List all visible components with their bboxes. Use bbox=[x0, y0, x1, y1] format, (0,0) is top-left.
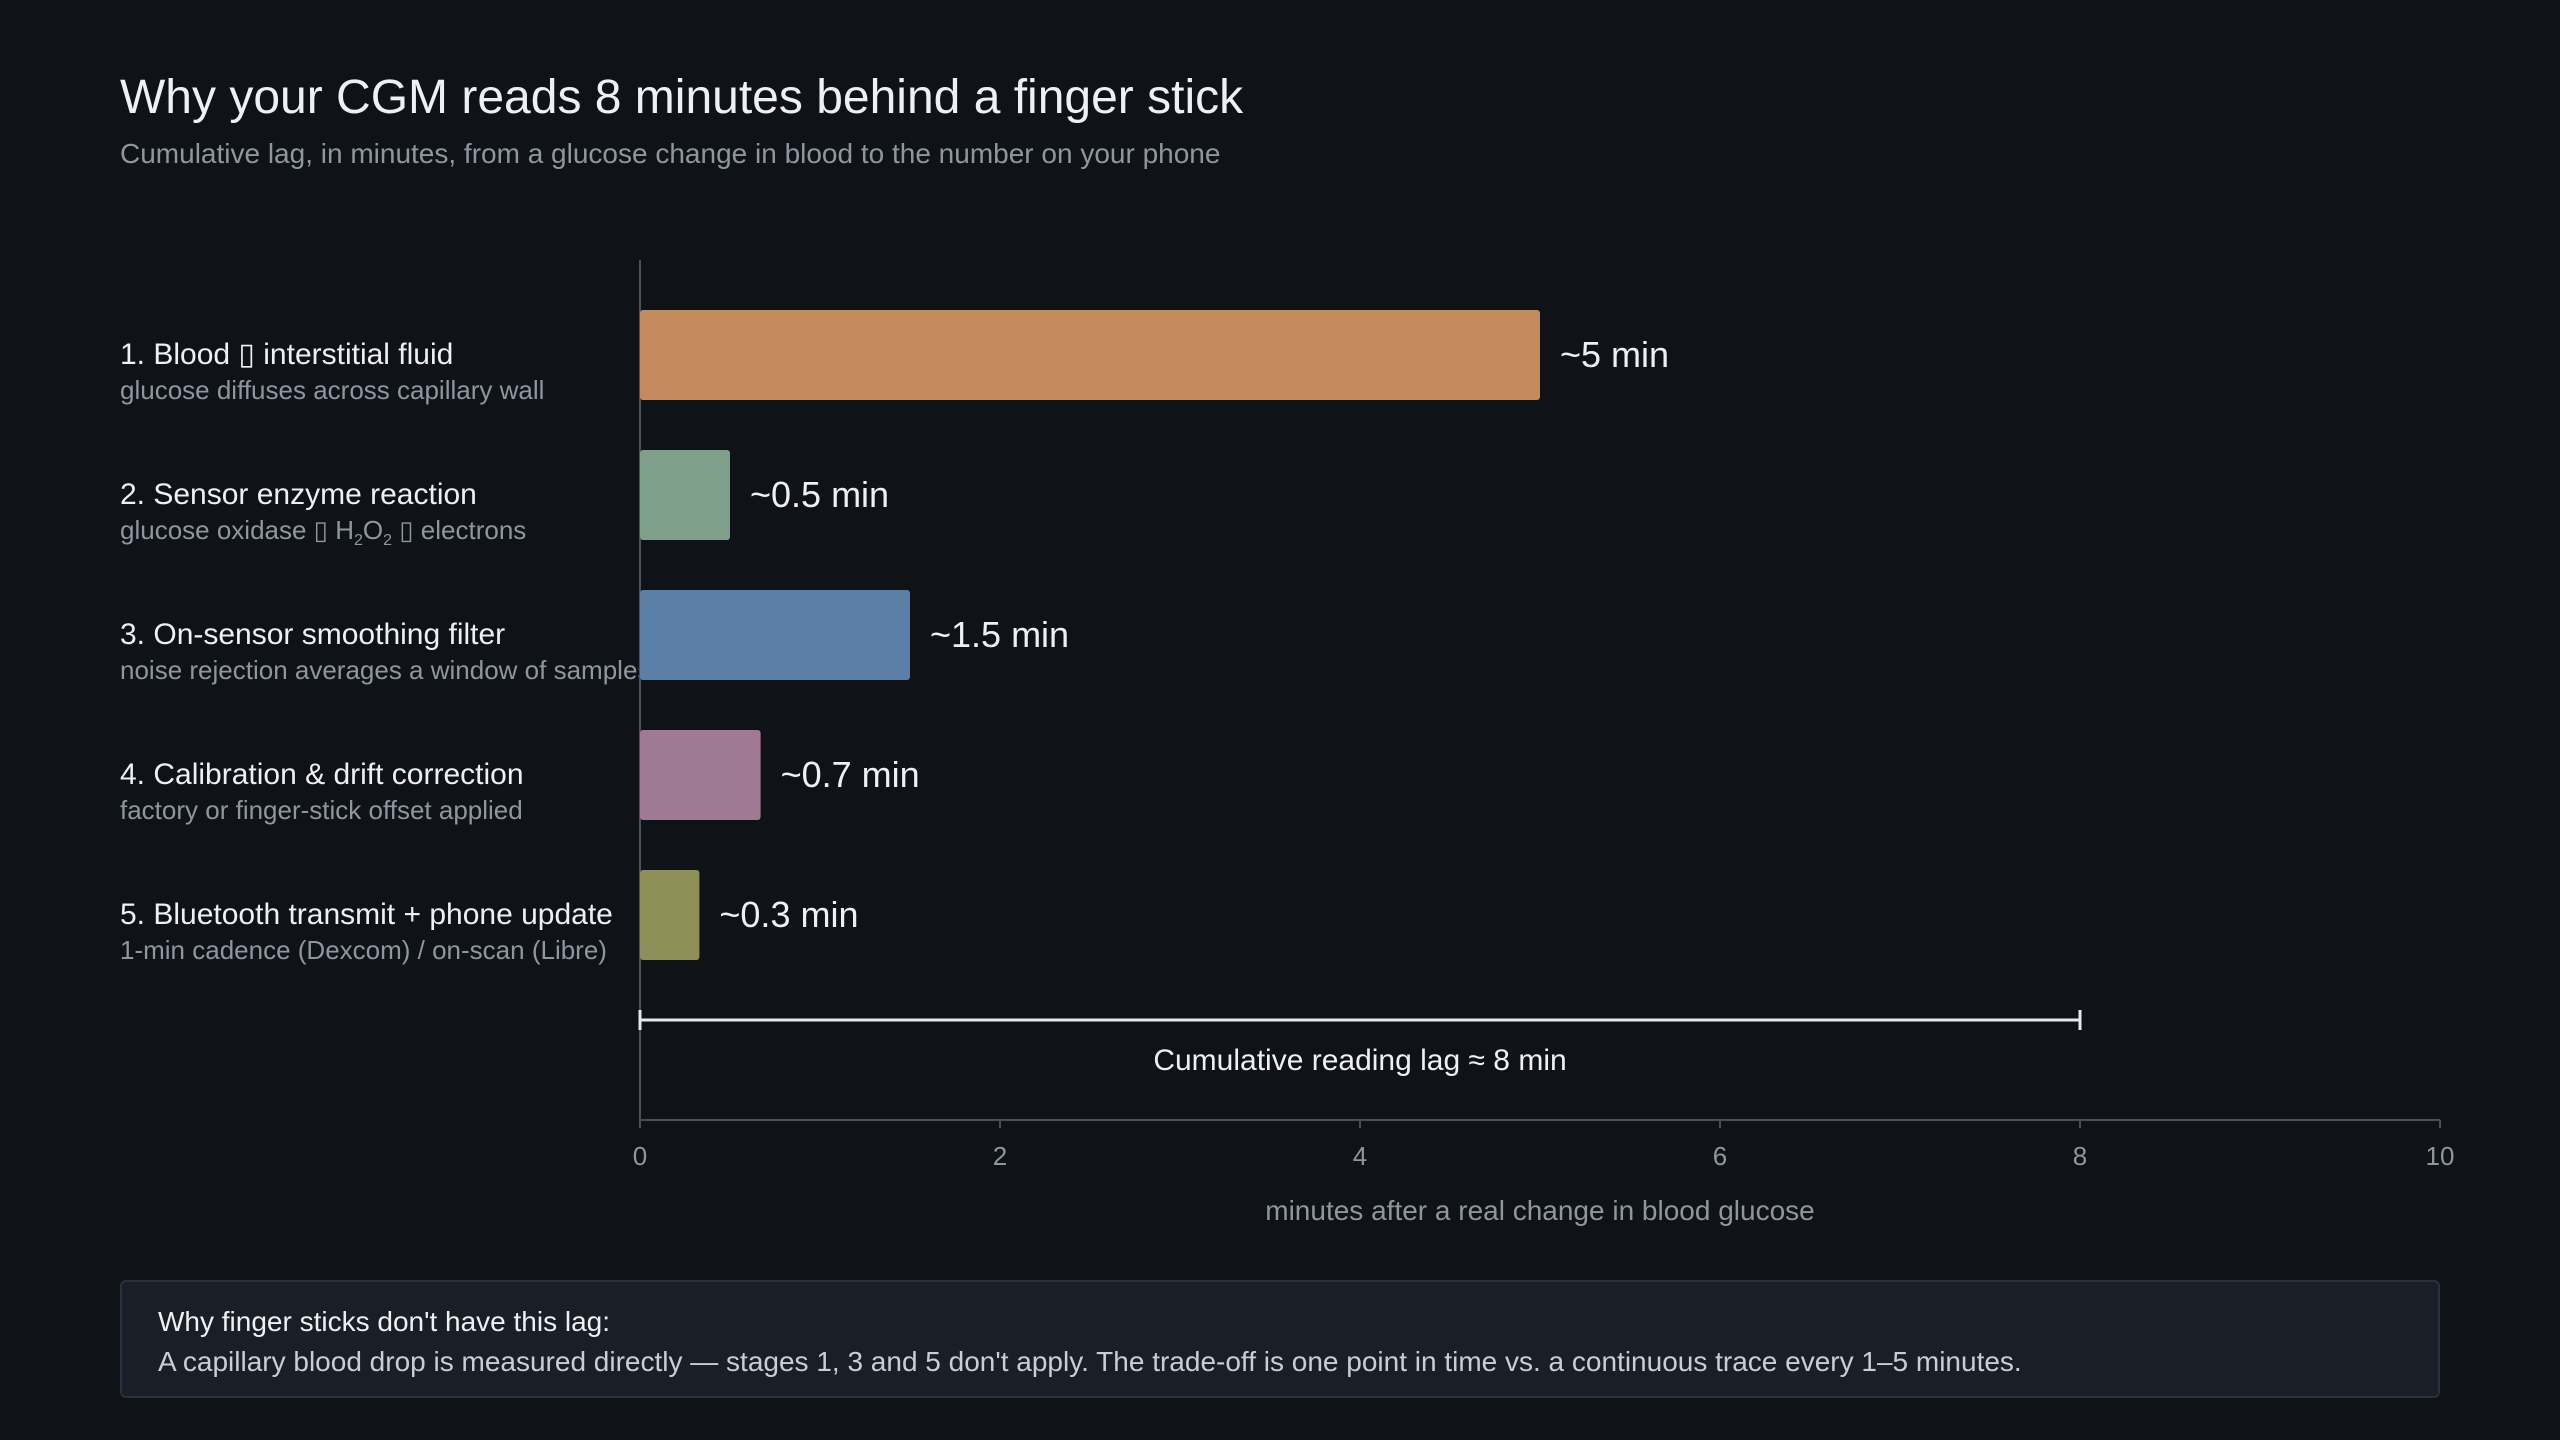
x-tick-label: 6 bbox=[1713, 1141, 1727, 1171]
x-tick-label: 10 bbox=[2426, 1141, 2455, 1171]
bar bbox=[640, 730, 761, 820]
stage-description: glucose diffuses across capillary wall bbox=[120, 375, 545, 405]
stage-name: 2. Sensor enzyme reaction bbox=[120, 478, 477, 511]
bar bbox=[640, 310, 1540, 400]
note-box: Why finger sticks don't have this lag: A… bbox=[120, 1280, 2440, 1398]
note-text: A capillary blood drop is measured direc… bbox=[158, 1346, 2022, 1377]
chart-subtitle: Cumulative lag, in minutes, from a gluco… bbox=[120, 138, 1221, 169]
x-tick-label: 0 bbox=[633, 1141, 647, 1171]
x-tick-label: 8 bbox=[2073, 1141, 2087, 1171]
x-tick-label: 2 bbox=[993, 1141, 1007, 1171]
bar-value-label: ~0.7 min bbox=[781, 754, 920, 795]
stage-label-1: 1. Blood ▯ interstitial fluid glucose di… bbox=[120, 337, 544, 407]
bar-value-label: ~0.3 min bbox=[719, 894, 858, 935]
bar bbox=[640, 590, 910, 680]
stage-name: 1. Blood ▯ interstitial fluid bbox=[120, 338, 454, 371]
chart-title: Why your CGM reads 8 minutes behind a fi… bbox=[120, 71, 1244, 124]
stage-label-3: 3. On-sensor smoothing filter noise reje… bbox=[120, 617, 650, 687]
stage-description: noise rejection averages a window of sam… bbox=[120, 655, 651, 685]
stage-name: 4. Calibration & drift correction bbox=[120, 758, 524, 791]
stage-name: 5. Bluetooth transmit + phone update bbox=[120, 898, 613, 931]
bar-chart: 0 2 4 6 8 10 minutes after a real change in bl… bbox=[633, 260, 2455, 1226]
cumulative-lag-label: Cumulative reading lag ≈ 8 min bbox=[1153, 1044, 1566, 1077]
stage-description: factory or finger-stick offset applied bbox=[120, 795, 523, 825]
bar-value-label: ~0.5 min bbox=[750, 474, 889, 515]
bar bbox=[640, 450, 730, 540]
stage-description: glucose oxidase ▯ H2O2 ▯ electrons bbox=[120, 515, 527, 549]
stage-name: 3. On-sensor smoothing filter bbox=[120, 618, 506, 651]
bar-value-label: ~5 min bbox=[1560, 334, 1669, 375]
stage-label-5: 5. Bluetooth transmit + phone update 1-m… bbox=[120, 897, 613, 967]
stage-label-4: 4. Calibration & drift correction factor… bbox=[120, 757, 524, 827]
x-tick-label: 4 bbox=[1353, 1141, 1367, 1171]
stage-label-2: 2. Sensor enzyme reaction glucose oxidas… bbox=[120, 477, 526, 558]
bar bbox=[640, 870, 700, 960]
bar-value-label: ~1.5 min bbox=[930, 614, 1069, 655]
stage-description: 1-min cadence (Dexcom) / on-scan (Libre) bbox=[120, 935, 607, 965]
note-title: Why finger sticks don't have this lag: bbox=[158, 1306, 610, 1337]
x-axis-label: minutes after a real change in blood glu… bbox=[1265, 1195, 1814, 1226]
